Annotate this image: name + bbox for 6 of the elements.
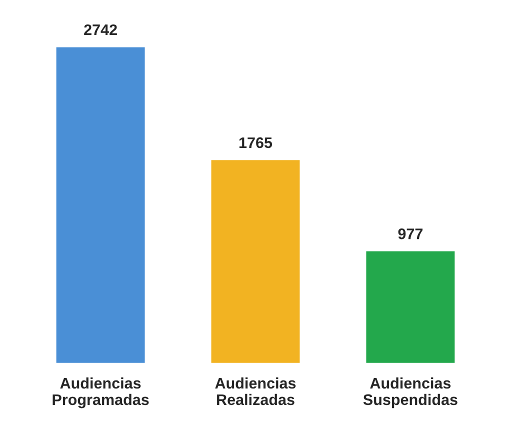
x-tick-label: Audiencias Realizadas [215, 377, 296, 406]
x-tick-label: Audiencias Programadas [52, 377, 149, 408]
data-label: 2742 [84, 24, 117, 36]
data-label: 977 [398, 228, 423, 240]
x-tick-label: Audiencias Suspendidas [363, 377, 458, 408]
data-label: 1765 [239, 137, 272, 148]
